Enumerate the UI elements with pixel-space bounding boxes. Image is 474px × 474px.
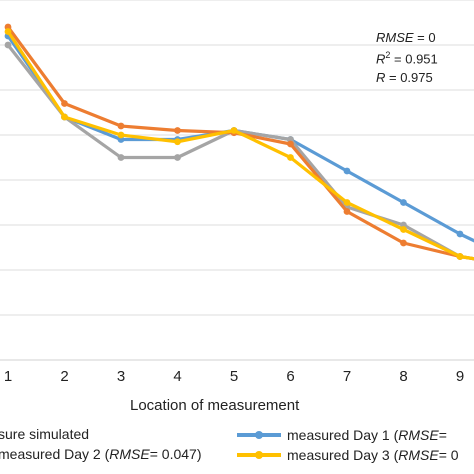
gridlines — [0, 0, 474, 361]
data-point — [174, 138, 181, 146]
x-tick-label: 3 — [117, 368, 125, 385]
data-point — [61, 113, 68, 121]
data-point — [4, 41, 12, 49]
data-point — [343, 167, 351, 175]
data-point — [400, 226, 407, 233]
rmse-annotation: RMSE = 0 — [376, 30, 436, 45]
legend-swatch-day1 — [237, 431, 281, 439]
x-axis-label: Location of measurement — [130, 397, 300, 414]
data-point — [343, 199, 351, 206]
data-point — [61, 100, 68, 107]
legend-item-day3: measured Day 3 (RMSE = 0 — [237, 447, 459, 463]
x-tick-label: 4 — [173, 368, 181, 385]
data-point — [4, 28, 12, 35]
legend-item-simulated: sure simulated — [0, 426, 90, 442]
data-point — [343, 208, 351, 215]
series-line — [6, 26, 474, 261]
data-point — [456, 230, 464, 238]
data-point — [287, 140, 294, 148]
data-point — [174, 154, 181, 161]
data-point — [117, 131, 125, 139]
data-point — [400, 199, 407, 206]
x-tick-label: 5 — [230, 368, 238, 385]
x-tick-label: 6 — [286, 368, 294, 385]
data-point — [117, 154, 125, 161]
data-point — [230, 127, 238, 134]
x-tick-labels: 1 2 3 4 5 6 7 8 9 — [4, 368, 464, 385]
r2-annotation: R2 = 0.951 — [376, 50, 438, 67]
series-0 — [4, 23, 474, 261]
series-3 — [4, 28, 474, 261]
data-point — [117, 122, 125, 130]
r-annotation: R = 0.975 — [376, 70, 433, 85]
data-point — [456, 253, 464, 260]
data-point — [400, 239, 407, 247]
x-tick-label: 1 — [4, 368, 12, 385]
legend-item-day1: measured Day 1 (RMSE = — [237, 427, 447, 443]
x-tick-label: 2 — [60, 368, 68, 385]
series-layer — [4, 23, 474, 261]
legend-item-day2: measured Day 2 (RMSE = 0.047) — [0, 446, 202, 462]
legend-swatch-day3 — [237, 451, 281, 459]
x-tick-label: 8 — [399, 368, 407, 385]
series-line — [6, 30, 474, 261]
x-tick-label: 7 — [343, 368, 351, 385]
data-point — [174, 127, 181, 134]
data-point — [287, 154, 294, 161]
x-tick-label: 9 — [456, 368, 464, 385]
series-line — [6, 44, 474, 261]
